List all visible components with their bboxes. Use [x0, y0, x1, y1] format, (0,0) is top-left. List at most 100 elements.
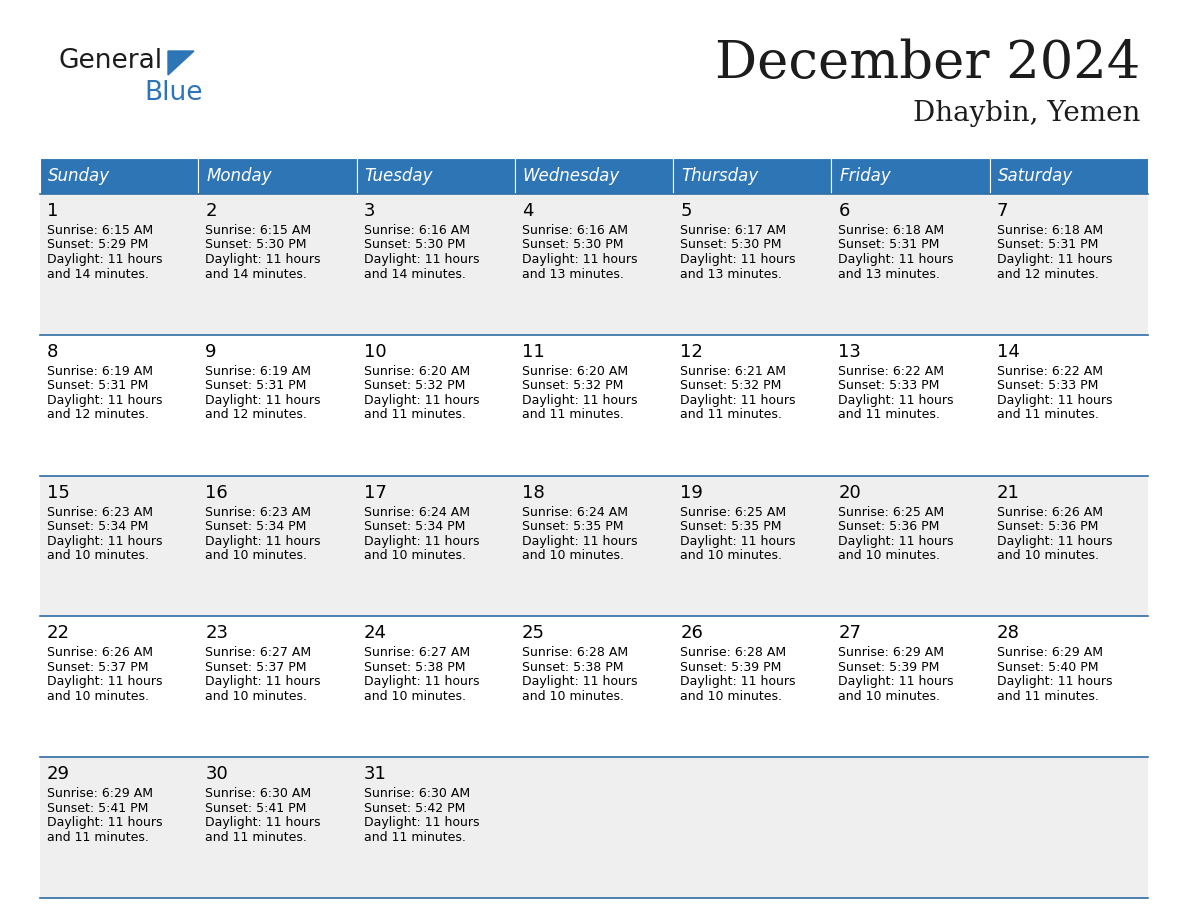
Text: and 10 minutes.: and 10 minutes.	[839, 690, 941, 703]
Text: 19: 19	[681, 484, 703, 501]
Bar	[40, 158, 198, 194]
Text: Daylight: 11 hours: Daylight: 11 hours	[839, 676, 954, 688]
Text: Sunrise: 6:26 AM: Sunrise: 6:26 AM	[997, 506, 1102, 519]
Text: and 14 minutes.: and 14 minutes.	[206, 267, 308, 281]
Text: Sunset: 5:38 PM: Sunset: 5:38 PM	[364, 661, 465, 674]
Text: General: General	[58, 48, 162, 74]
Text: and 11 minutes.: and 11 minutes.	[839, 409, 941, 421]
Text: Sunset: 5:32 PM: Sunset: 5:32 PM	[681, 379, 782, 392]
Text: and 10 minutes.: and 10 minutes.	[364, 690, 466, 703]
Text: 8: 8	[48, 342, 58, 361]
Text: 31: 31	[364, 766, 386, 783]
Text: Sunset: 5:30 PM: Sunset: 5:30 PM	[522, 239, 624, 252]
Text: and 11 minutes.: and 11 minutes.	[364, 409, 466, 421]
Text: 21: 21	[997, 484, 1019, 501]
Text: Sunrise: 6:16 AM: Sunrise: 6:16 AM	[522, 224, 627, 237]
Text: Dhaybin, Yemen: Dhaybin, Yemen	[912, 100, 1140, 127]
Text: Sunrise: 6:27 AM: Sunrise: 6:27 AM	[364, 646, 469, 659]
Text: 22: 22	[48, 624, 70, 643]
Text: Sunset: 5:34 PM: Sunset: 5:34 PM	[206, 521, 307, 533]
Text: and 14 minutes.: and 14 minutes.	[364, 267, 466, 281]
Text: Sunrise: 6:29 AM: Sunrise: 6:29 AM	[839, 646, 944, 659]
Text: Daylight: 11 hours: Daylight: 11 hours	[681, 676, 796, 688]
Text: and 11 minutes.: and 11 minutes.	[997, 409, 1099, 421]
Text: Saturday: Saturday	[998, 167, 1073, 185]
Text: Sunset: 5:42 PM: Sunset: 5:42 PM	[364, 801, 465, 814]
Text: Sunrise: 6:16 AM: Sunrise: 6:16 AM	[364, 224, 469, 237]
Text: 5: 5	[681, 202, 691, 220]
Text: Daylight: 11 hours: Daylight: 11 hours	[522, 676, 637, 688]
Text: 1: 1	[48, 202, 58, 220]
Text: and 11 minutes.: and 11 minutes.	[206, 831, 308, 844]
Text: Sunrise: 6:23 AM: Sunrise: 6:23 AM	[206, 506, 311, 519]
Text: 6: 6	[839, 202, 849, 220]
Text: and 12 minutes.: and 12 minutes.	[997, 267, 1099, 281]
Text: and 12 minutes.: and 12 minutes.	[48, 409, 148, 421]
Text: and 10 minutes.: and 10 minutes.	[839, 549, 941, 562]
Text: Daylight: 11 hours: Daylight: 11 hours	[681, 534, 796, 548]
Text: and 13 minutes.: and 13 minutes.	[522, 267, 624, 281]
Text: Sunset: 5:40 PM: Sunset: 5:40 PM	[997, 661, 1098, 674]
Text: Blue: Blue	[144, 80, 202, 106]
Text: Wednesday: Wednesday	[523, 167, 620, 185]
Bar	[356, 158, 514, 194]
Text: Sunset: 5:38 PM: Sunset: 5:38 PM	[522, 661, 624, 674]
Text: Daylight: 11 hours: Daylight: 11 hours	[364, 676, 479, 688]
Text: Sunset: 5:33 PM: Sunset: 5:33 PM	[997, 379, 1098, 392]
Text: 15: 15	[48, 484, 70, 501]
Text: Sunrise: 6:29 AM: Sunrise: 6:29 AM	[997, 646, 1102, 659]
Text: Daylight: 11 hours: Daylight: 11 hours	[522, 394, 637, 407]
Text: Daylight: 11 hours: Daylight: 11 hours	[522, 534, 637, 548]
Text: Thursday: Thursday	[681, 167, 758, 185]
Text: Daylight: 11 hours: Daylight: 11 hours	[997, 253, 1112, 266]
Bar	[198, 158, 356, 194]
Text: Daylight: 11 hours: Daylight: 11 hours	[206, 394, 321, 407]
Text: Daylight: 11 hours: Daylight: 11 hours	[48, 253, 163, 266]
Text: 20: 20	[839, 484, 861, 501]
Text: Sunrise: 6:20 AM: Sunrise: 6:20 AM	[364, 364, 469, 378]
Text: Sunrise: 6:28 AM: Sunrise: 6:28 AM	[681, 646, 786, 659]
Text: 23: 23	[206, 624, 228, 643]
Text: Sunset: 5:31 PM: Sunset: 5:31 PM	[839, 239, 940, 252]
Text: 4: 4	[522, 202, 533, 220]
Text: 9: 9	[206, 342, 216, 361]
Text: 29: 29	[48, 766, 70, 783]
Text: Daylight: 11 hours: Daylight: 11 hours	[206, 676, 321, 688]
Bar	[514, 158, 674, 194]
Text: and 10 minutes.: and 10 minutes.	[48, 549, 148, 562]
Text: Sunset: 5:34 PM: Sunset: 5:34 PM	[364, 521, 465, 533]
Text: 25: 25	[522, 624, 545, 643]
Text: Sunset: 5:29 PM: Sunset: 5:29 PM	[48, 239, 148, 252]
Text: Sunset: 5:41 PM: Sunset: 5:41 PM	[206, 801, 307, 814]
Text: and 10 minutes.: and 10 minutes.	[522, 690, 624, 703]
Text: and 10 minutes.: and 10 minutes.	[681, 690, 782, 703]
Text: Tuesday: Tuesday	[365, 167, 434, 185]
Text: Sunset: 5:37 PM: Sunset: 5:37 PM	[48, 661, 148, 674]
Text: Sunrise: 6:28 AM: Sunrise: 6:28 AM	[522, 646, 628, 659]
Text: Sunrise: 6:26 AM: Sunrise: 6:26 AM	[48, 646, 153, 659]
Text: Sunrise: 6:18 AM: Sunrise: 6:18 AM	[997, 224, 1102, 237]
Text: Daylight: 11 hours: Daylight: 11 hours	[522, 253, 637, 266]
Text: 3: 3	[364, 202, 375, 220]
Text: Sunrise: 6:29 AM: Sunrise: 6:29 AM	[48, 788, 153, 800]
Text: Sunrise: 6:30 AM: Sunrise: 6:30 AM	[364, 788, 469, 800]
Text: 2: 2	[206, 202, 216, 220]
Text: Sunrise: 6:27 AM: Sunrise: 6:27 AM	[206, 646, 311, 659]
Text: and 13 minutes.: and 13 minutes.	[839, 267, 941, 281]
Text: Sunset: 5:31 PM: Sunset: 5:31 PM	[206, 379, 307, 392]
Text: Daylight: 11 hours: Daylight: 11 hours	[48, 676, 163, 688]
Text: Daylight: 11 hours: Daylight: 11 hours	[997, 394, 1112, 407]
Text: Sunrise: 6:24 AM: Sunrise: 6:24 AM	[522, 506, 627, 519]
Text: December 2024: December 2024	[715, 38, 1140, 89]
Text: Sunrise: 6:24 AM: Sunrise: 6:24 AM	[364, 506, 469, 519]
Text: Monday: Monday	[207, 167, 272, 185]
Bar	[40, 616, 1148, 757]
Text: 28: 28	[997, 624, 1019, 643]
Bar	[40, 194, 1148, 335]
Text: Sunset: 5:39 PM: Sunset: 5:39 PM	[681, 661, 782, 674]
Text: Daylight: 11 hours: Daylight: 11 hours	[206, 534, 321, 548]
Text: Daylight: 11 hours: Daylight: 11 hours	[997, 676, 1112, 688]
Text: Sunrise: 6:25 AM: Sunrise: 6:25 AM	[839, 506, 944, 519]
Text: and 10 minutes.: and 10 minutes.	[522, 549, 624, 562]
Bar	[832, 158, 990, 194]
